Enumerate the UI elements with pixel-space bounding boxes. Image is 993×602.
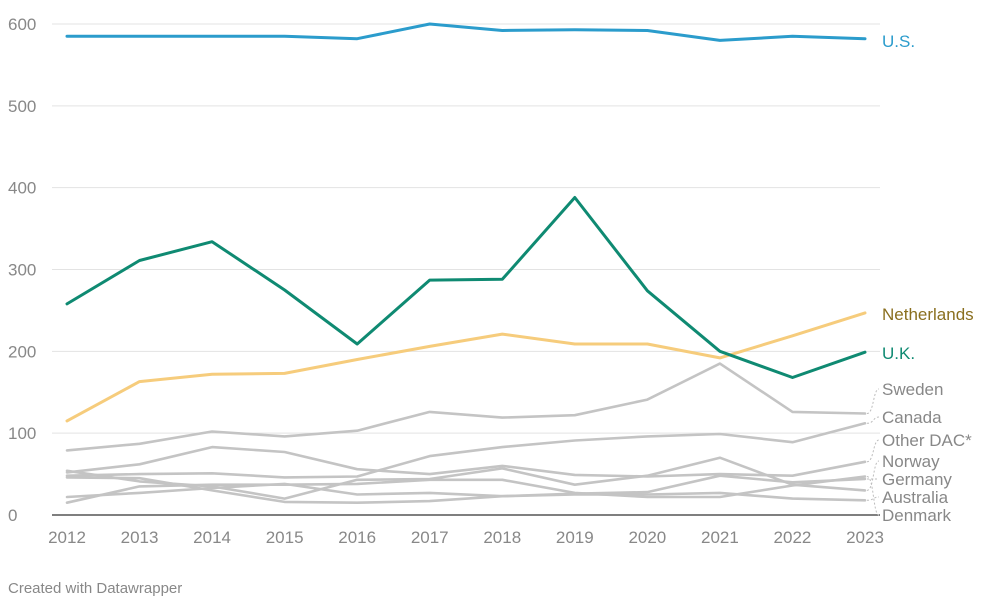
- label-connector-other-dac: [866, 439, 880, 463]
- y-tick-label: 200: [8, 342, 36, 361]
- y-tick-label: 300: [8, 261, 36, 280]
- x-tick-label: 2018: [483, 528, 521, 547]
- label-connector-australia: [866, 496, 880, 501]
- x-tick-label: 2021: [701, 528, 739, 547]
- series-line-u-k: [65, 196, 867, 379]
- series-labels: U.S. Netherlands U.K. Sweden Canada Other DAC…: [866, 32, 974, 525]
- series-line-sweden: [65, 362, 867, 452]
- series-label-sweden: Sweden: [882, 380, 943, 399]
- series-line-netherlands: [65, 311, 867, 423]
- credit-footer: Created with Datawrapper: [8, 580, 183, 597]
- series-line-germany: [65, 474, 867, 505]
- x-tick-label: 2023: [846, 528, 884, 547]
- series-lines: [65, 22, 867, 505]
- x-tick-label: 2017: [411, 528, 449, 547]
- x-tick-label: 2022: [774, 528, 812, 547]
- y-tick-label: 400: [8, 179, 36, 198]
- y-tick-label: 0: [8, 506, 17, 525]
- series-line-canada: [65, 421, 867, 479]
- x-tick-label: 2016: [338, 528, 376, 547]
- label-connector-norway: [866, 460, 880, 491]
- series-label-other-dac: Other DAC*: [882, 431, 972, 450]
- x-axis-ticks: 2012 2013 2014 2015 2016 2017 2018 2019 2020 2021…: [48, 528, 884, 547]
- y-axis-ticks: 0 100 200 300 400 500 600: [8, 15, 36, 525]
- series-label-canada: Canada: [882, 408, 942, 427]
- series-label-netherlands: Netherlands: [882, 305, 974, 324]
- series-label-u-k: U.K.: [882, 344, 915, 363]
- label-connector-canada: [866, 416, 880, 424]
- label-connector-sweden: [866, 388, 880, 414]
- x-tick-label: 2020: [628, 528, 666, 547]
- series-line-u-s: [65, 22, 867, 42]
- line-chart: 0 100 200 300 400 500 600 2012 2013 2014 2015 2016…: [8, 15, 974, 547]
- x-tick-label: 2014: [193, 528, 231, 547]
- x-tick-label: 2012: [48, 528, 86, 547]
- series-label-u-s: U.S.: [882, 32, 915, 51]
- series-label-germany: Germany: [882, 470, 952, 489]
- series-line-norway: [65, 456, 867, 500]
- x-tick-label: 2013: [121, 528, 159, 547]
- series-line-other-dac: [65, 445, 867, 478]
- x-tick-label: 2015: [266, 528, 304, 547]
- y-tick-label: 500: [8, 97, 36, 116]
- y-tick-label: 600: [8, 15, 36, 34]
- label-connector-denmark: [866, 476, 880, 516]
- series-label-norway: Norway: [882, 452, 940, 471]
- series-label-australia: Australia: [882, 488, 949, 507]
- y-tick-label: 100: [8, 424, 36, 443]
- x-tick-label: 2019: [556, 528, 594, 547]
- gridlines: [52, 23, 880, 516]
- series-label-denmark: Denmark: [882, 506, 951, 525]
